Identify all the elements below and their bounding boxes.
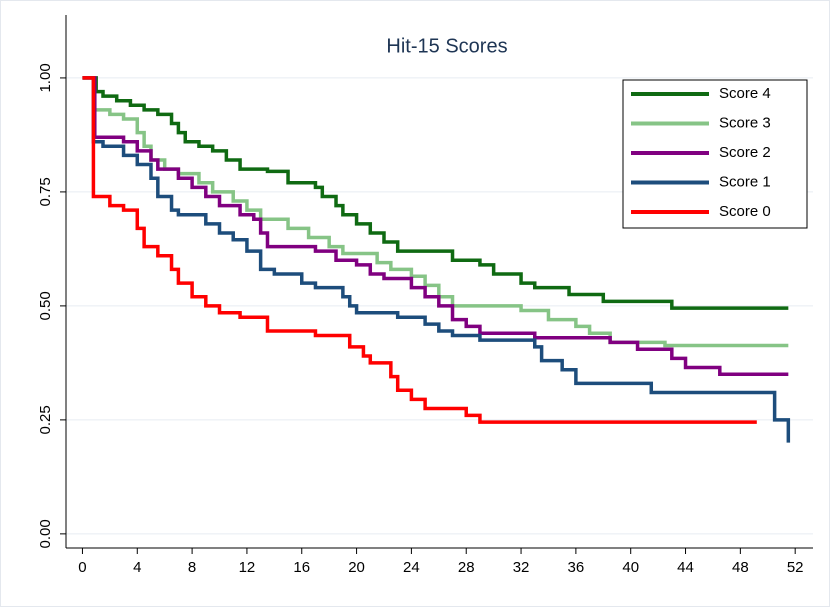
x-tick-label: 8 xyxy=(188,559,196,576)
x-tick-label: 36 xyxy=(568,559,585,576)
y-tick-label: 0.50 xyxy=(37,291,54,320)
x-tick-label: 40 xyxy=(622,559,639,576)
survival-line xyxy=(82,76,789,377)
y-tick-label: 1.00 xyxy=(37,63,54,92)
survival-line xyxy=(82,76,789,348)
x-tick-label: 24 xyxy=(403,559,420,576)
y-tick-label: 0.25 xyxy=(37,405,54,434)
x-tick-label: 4 xyxy=(133,559,141,576)
x-tick-label: 28 xyxy=(458,559,475,576)
x-tick-label: 48 xyxy=(732,559,749,576)
y-tick-label: 0.00 xyxy=(37,519,54,548)
x-tick-label: 0 xyxy=(78,559,86,576)
legend-box xyxy=(622,79,808,229)
y-tick-label: 0.75 xyxy=(37,177,54,206)
x-tick-label: 20 xyxy=(348,559,365,576)
survival-line xyxy=(82,76,757,424)
legend-label: Score 2 xyxy=(719,144,771,161)
legend-label: Score 4 xyxy=(719,85,771,102)
x-tick-label: 44 xyxy=(677,559,694,576)
x-tick-label: 52 xyxy=(787,559,804,576)
legend-label: Score 1 xyxy=(719,173,771,190)
survival-line xyxy=(82,76,791,443)
legend-label: Score 3 xyxy=(719,114,771,131)
x-tick-label: 32 xyxy=(513,559,530,576)
survival-line xyxy=(82,76,789,310)
legend-label: Score 0 xyxy=(719,203,771,220)
x-tick-label: 12 xyxy=(239,559,256,576)
chart-title: Hit-15 Scores xyxy=(386,35,507,57)
x-tick-label: 16 xyxy=(293,559,310,576)
